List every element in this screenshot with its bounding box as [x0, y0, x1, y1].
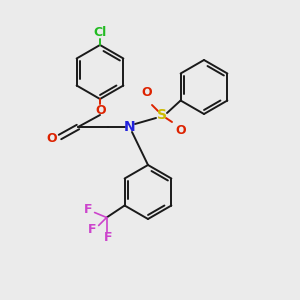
Text: F: F	[84, 203, 93, 216]
Text: F: F	[104, 231, 113, 244]
Text: N: N	[124, 120, 136, 134]
Text: O: O	[176, 124, 186, 137]
Text: Cl: Cl	[93, 26, 106, 40]
Text: O: O	[142, 86, 152, 100]
Text: S: S	[157, 108, 167, 122]
Text: F: F	[88, 223, 97, 236]
Text: O: O	[96, 103, 106, 116]
Text: O: O	[47, 133, 57, 146]
